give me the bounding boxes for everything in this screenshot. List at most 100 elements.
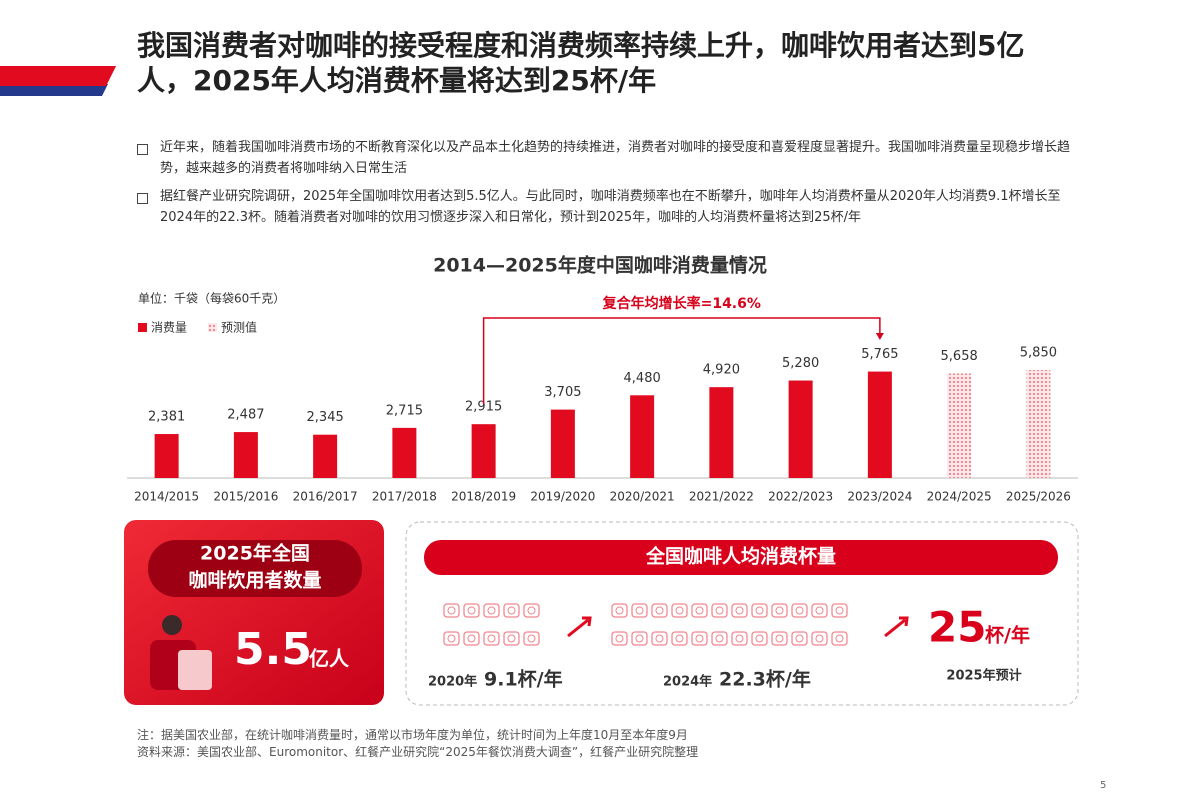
cup xyxy=(731,603,748,618)
value-label: 2,345 xyxy=(307,410,344,425)
cup-logo xyxy=(635,634,644,643)
value-label: 5,850 xyxy=(1020,346,1057,361)
bar xyxy=(154,434,179,478)
stripe-red-top xyxy=(0,66,116,86)
cup-logo xyxy=(795,606,804,615)
cup xyxy=(751,603,768,618)
cup xyxy=(443,603,460,618)
cup xyxy=(611,603,628,618)
cup xyxy=(811,631,828,646)
forecast-label: 2025年预计 xyxy=(946,668,1021,684)
forecast-unit: 杯/年 xyxy=(985,624,1030,647)
cup xyxy=(523,603,540,618)
cup-logo xyxy=(527,606,536,615)
users-label: 咖啡饮用者数量 xyxy=(188,569,321,592)
cup-logo xyxy=(467,606,476,615)
cup-logo xyxy=(675,634,684,643)
bullet: 据红餐产业研究院调研，2025年全国咖啡饮用者达到5.5亿人。与此同时，咖啡消费… xyxy=(160,189,1061,225)
cup-logo xyxy=(615,634,624,643)
cups-year: 2024年 xyxy=(663,674,712,690)
cagr-arrowhead xyxy=(875,333,884,340)
bullet: 近年来，随着我国咖啡消费市场的不断教育深化以及产品本土化趋势的持续推进，消费者对… xyxy=(160,140,1071,176)
cup-logo xyxy=(655,634,664,643)
x-tick-label: 2016/2017 xyxy=(293,490,358,504)
users-unit: 亿人 xyxy=(309,647,350,671)
value-label: 4,920 xyxy=(703,363,740,378)
cups-value: 9.1杯/年 xyxy=(484,668,563,691)
cup-logo xyxy=(775,606,784,615)
cup xyxy=(831,603,848,618)
cup xyxy=(463,631,480,646)
cup xyxy=(791,631,808,646)
value-label: 5,658 xyxy=(941,349,978,364)
cup-logo xyxy=(695,634,704,643)
cup xyxy=(443,631,460,646)
cups-pill xyxy=(424,540,1058,575)
cagr-annotation: 复合年均增长率=14.6% xyxy=(602,295,761,312)
cup xyxy=(483,631,500,646)
cup xyxy=(731,631,748,646)
cups-title: 全国咖啡人均消费杯量 xyxy=(645,545,836,568)
bar xyxy=(630,395,655,478)
users-number: 5.5 xyxy=(234,624,312,675)
x-tick-label: 2021/2022 xyxy=(689,490,754,504)
cup-logo xyxy=(835,606,844,615)
cup xyxy=(631,603,648,618)
bullet-marker xyxy=(137,193,148,204)
cagr-bracket xyxy=(482,317,881,404)
legend-label: 预测值 xyxy=(221,320,257,335)
cup xyxy=(711,603,728,618)
cup xyxy=(671,603,688,618)
cup xyxy=(463,603,480,618)
cup-logo xyxy=(507,634,516,643)
cup xyxy=(771,603,788,618)
bar xyxy=(947,373,972,478)
cup-logo xyxy=(755,634,764,643)
cup-logo xyxy=(795,634,804,643)
cup-logo xyxy=(835,634,844,643)
cup-icons xyxy=(443,603,848,646)
x-tick-label: 2025/2026 xyxy=(1006,490,1071,504)
cup-logo xyxy=(655,606,664,615)
bar xyxy=(392,427,417,478)
cups-year: 2020年 xyxy=(428,674,477,690)
cup-logo xyxy=(507,606,516,615)
x-tick-label: 2018/2019 xyxy=(451,490,516,504)
cup-logo xyxy=(815,634,824,643)
x-tick-label: 2014/2015 xyxy=(134,490,199,504)
cup-logo xyxy=(527,634,536,643)
cup-logo xyxy=(635,606,644,615)
x-tick-label: 2019/2020 xyxy=(530,490,595,504)
cup-logo xyxy=(715,634,724,643)
users-label: 2025年全国 xyxy=(200,542,310,565)
cup xyxy=(751,631,768,646)
cup xyxy=(791,603,808,618)
cup-logo xyxy=(447,606,456,615)
bar xyxy=(550,409,575,478)
value-label: 5,280 xyxy=(782,356,819,371)
person-illustration xyxy=(150,615,212,690)
cup xyxy=(811,603,828,618)
x-tick-label: 2015/2016 xyxy=(213,490,278,504)
bar xyxy=(233,432,258,478)
cup xyxy=(523,631,540,646)
cup-logo xyxy=(487,606,496,615)
bar xyxy=(1026,370,1051,478)
cup-logo xyxy=(487,634,496,643)
x-tick-label: 2022/2023 xyxy=(768,490,833,504)
cup-logo xyxy=(775,634,784,643)
unit-label: 单位：千袋（每袋60千克） xyxy=(138,291,285,306)
cup-logo xyxy=(735,634,744,643)
cup xyxy=(671,631,688,646)
page-number: 5 xyxy=(1100,780,1106,791)
note: 资料来源：美国农业部、Euromonitor、红餐产业研究院“2025年餐饮消费… xyxy=(137,745,699,759)
legend-label: 消费量 xyxy=(151,321,187,335)
users-pill xyxy=(148,540,362,597)
cup xyxy=(483,603,500,618)
cup-logo xyxy=(735,606,744,615)
stripe-blue xyxy=(0,84,108,96)
cup xyxy=(631,631,648,646)
cup xyxy=(503,603,520,618)
